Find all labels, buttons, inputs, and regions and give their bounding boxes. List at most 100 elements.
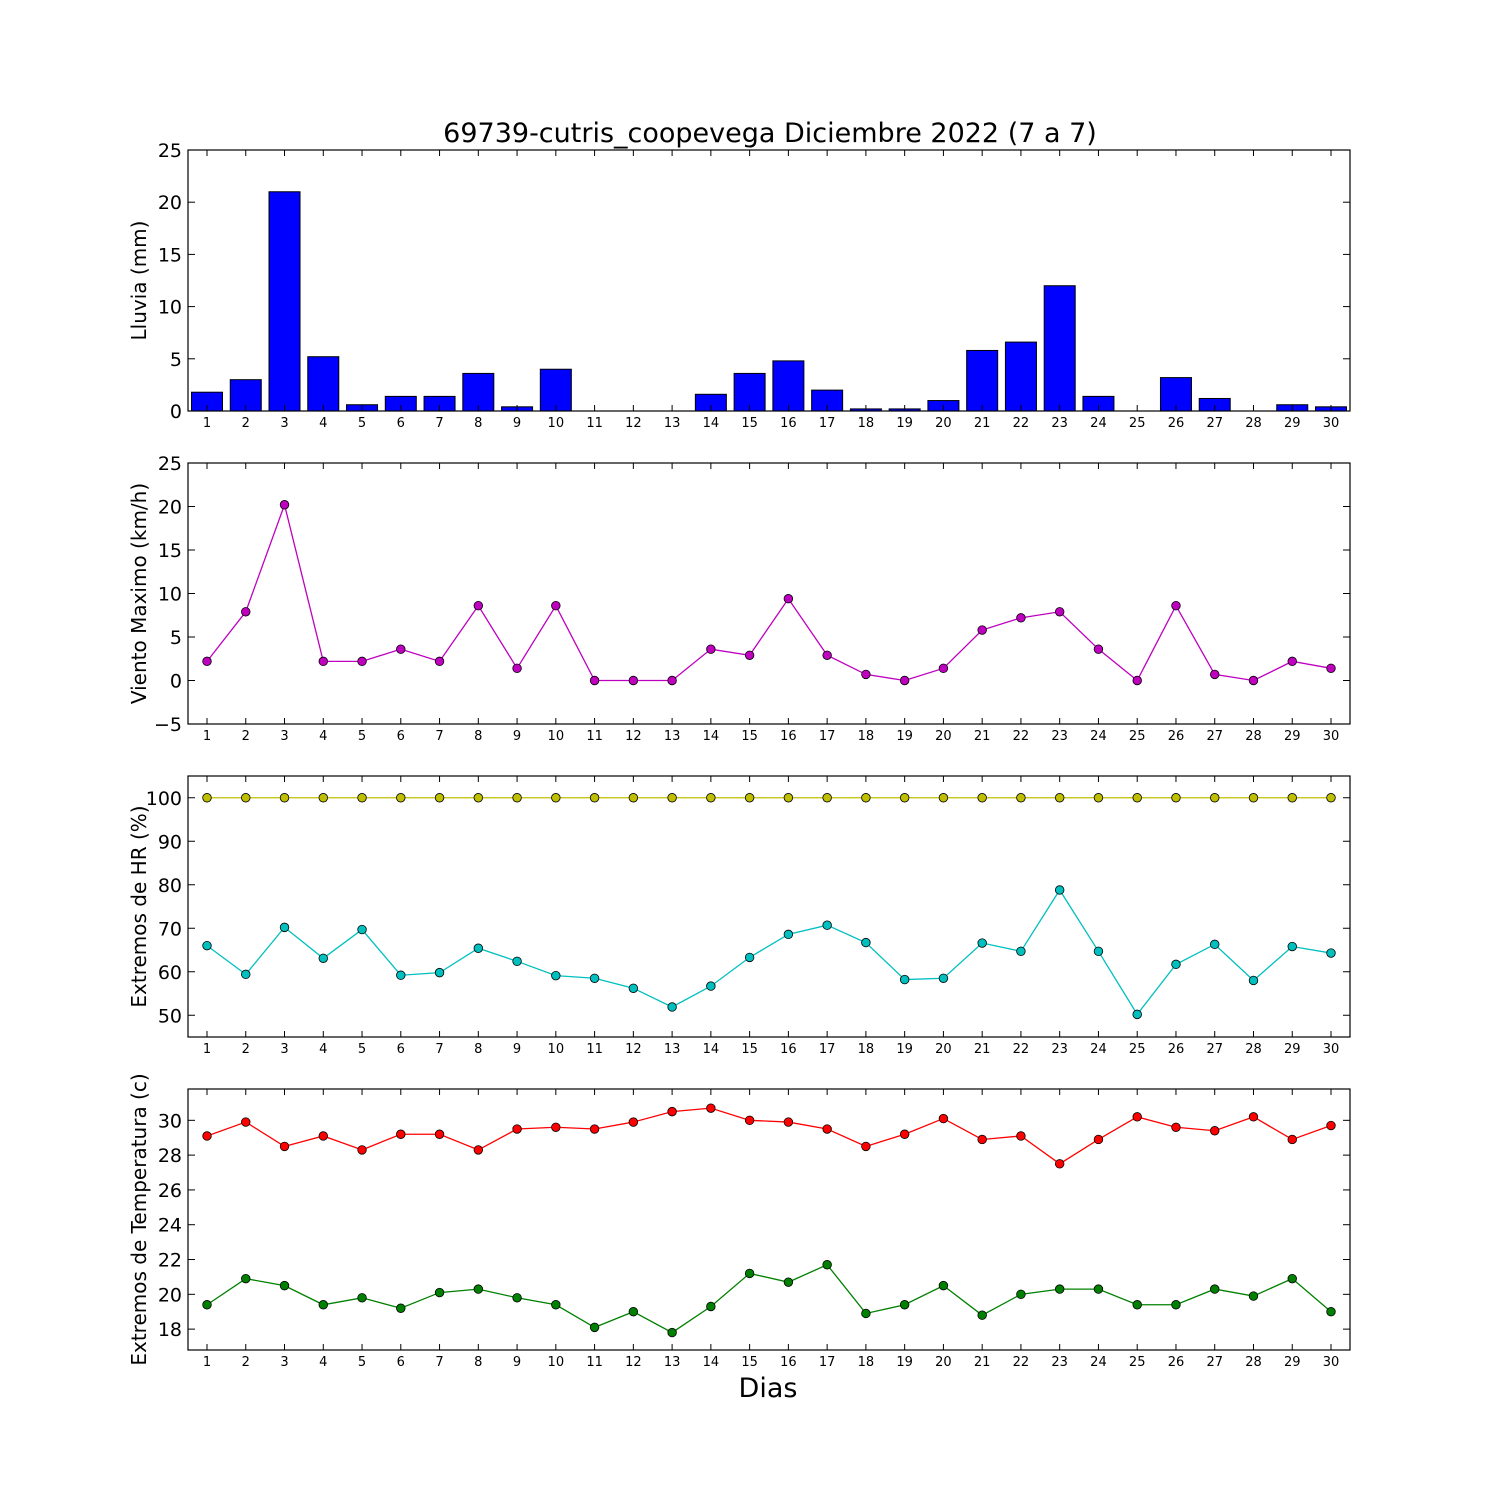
x-tick-label: 26	[1168, 1355, 1185, 1370]
data-point	[1093, 1284, 1104, 1294]
x-tick-label: 15	[741, 416, 758, 431]
x-tick-label: 12	[625, 729, 642, 744]
y-tick-label: 5	[170, 627, 182, 649]
data-point	[667, 793, 677, 803]
x-tick-label: 16	[780, 729, 797, 744]
x-tick-label: 25	[1129, 729, 1146, 744]
x-tick-label: 17	[819, 416, 836, 431]
x-tick-label: 9	[513, 416, 521, 431]
data-point	[318, 656, 328, 667]
data-point	[1287, 793, 1297, 803]
x-tick-label: 19	[896, 416, 913, 431]
x-tick-label: 14	[703, 416, 720, 431]
x-tick-label: 5	[358, 416, 366, 431]
data-point	[512, 956, 522, 967]
x-tick-label: 12	[625, 1042, 642, 1057]
data-point	[1016, 946, 1026, 957]
data-point	[512, 663, 522, 674]
bar-mark	[307, 356, 340, 412]
data-point	[589, 793, 600, 803]
bar-mark	[1004, 341, 1037, 412]
x-tick-label: 18	[858, 1355, 875, 1370]
data-point	[744, 650, 755, 660]
data-point	[202, 940, 212, 951]
data-point	[1248, 1291, 1259, 1301]
data-point	[1171, 1300, 1181, 1310]
bar-mark	[772, 360, 805, 412]
data-point	[473, 793, 484, 803]
x-tick-label: 1	[203, 416, 211, 431]
y-tick-label: 28	[158, 1145, 182, 1167]
data-point	[1093, 1134, 1104, 1145]
x-tick-label: 14	[703, 729, 720, 744]
x-tick-label: 2	[242, 1355, 250, 1370]
data-point	[938, 1113, 949, 1124]
x-tick-label: 27	[1206, 729, 1223, 744]
data-point	[1210, 793, 1220, 803]
y-axis-label: Lluvia (mm)	[127, 221, 151, 341]
data-point	[744, 1268, 755, 1279]
y-tick-label: 0	[170, 671, 182, 693]
x-tick-label: 17	[819, 1042, 836, 1057]
x-tick-label: 18	[858, 416, 875, 431]
x-tick-label: 30	[1323, 1042, 1340, 1057]
x-tick-label: 13	[664, 1042, 681, 1057]
data-point	[667, 1327, 677, 1338]
data-point	[202, 656, 212, 667]
data-point	[318, 793, 328, 803]
data-point	[1132, 1009, 1142, 1020]
x-tick-label: 4	[319, 1042, 327, 1057]
data-point	[1326, 1307, 1336, 1317]
x-tick-label: 23	[1051, 1355, 1068, 1370]
data-point	[241, 607, 251, 617]
x-tick-label: 19	[896, 1355, 913, 1370]
data-point	[938, 1280, 949, 1291]
data-point	[706, 1301, 716, 1312]
x-tick-label: 3	[280, 416, 288, 431]
x-tick-label: 20	[935, 416, 952, 431]
x-tick-label: 5	[358, 1355, 366, 1370]
data-point	[861, 1308, 871, 1319]
data-point	[899, 1300, 910, 1310]
data-point	[1248, 1112, 1259, 1122]
x-tick-label: 17	[819, 1355, 836, 1370]
data-point	[977, 938, 987, 948]
x-tick-label: 19	[896, 729, 913, 744]
data-point	[396, 1129, 406, 1139]
y-tick-label: 70	[158, 918, 182, 940]
x-tick-label: 25	[1129, 1355, 1146, 1370]
data-point	[241, 969, 251, 980]
data-point	[1132, 1112, 1142, 1122]
data-point	[822, 920, 832, 930]
x-axis-label: Dias	[739, 1373, 798, 1404]
x-tick-label: 26	[1168, 729, 1185, 744]
y-tick-label: 25	[158, 140, 182, 162]
x-tick-label: 30	[1323, 1355, 1340, 1370]
x-tick-label: 27	[1206, 416, 1223, 431]
data-point	[202, 1300, 212, 1310]
bar-mark	[966, 349, 999, 412]
x-tick-label: 10	[548, 416, 565, 431]
y-tick-label: 20	[158, 192, 182, 214]
x-tick-label: 13	[664, 416, 681, 431]
data-point	[938, 793, 949, 803]
x-tick-label: 29	[1284, 1042, 1301, 1057]
data-point	[551, 600, 561, 611]
y-tick-label: 10	[158, 584, 182, 606]
data-point	[899, 793, 910, 803]
series-line	[206, 1107, 1332, 1165]
data-point	[667, 1002, 677, 1012]
x-tick-label: 15	[741, 729, 758, 744]
data-point	[1210, 939, 1220, 950]
data-point	[977, 625, 987, 635]
x-tick-label: 3	[280, 1355, 288, 1370]
chart-title: 69739-cutris_coopevega Diciembre 2022 (7…	[443, 118, 1097, 149]
data-point	[589, 1124, 600, 1134]
data-point	[977, 1134, 987, 1145]
data-point	[279, 1141, 290, 1152]
data-point	[1248, 793, 1259, 803]
y-tick-label: 100	[146, 788, 182, 810]
data-point	[1326, 663, 1336, 674]
